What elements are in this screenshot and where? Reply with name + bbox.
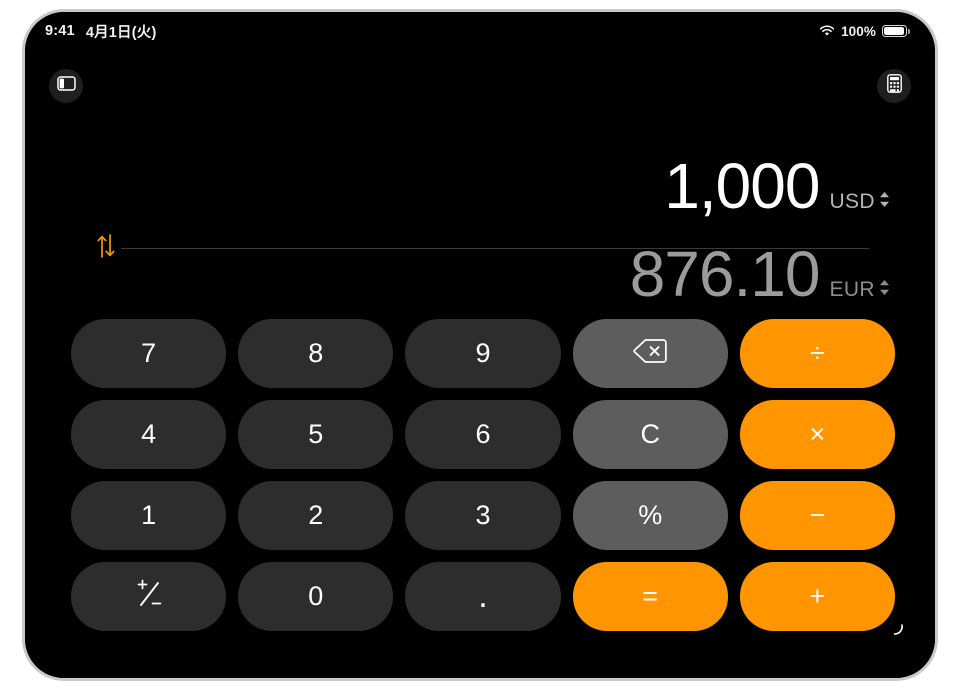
- key-clear-label: C: [640, 419, 660, 449]
- from-currency-picker[interactable]: USD: [829, 190, 891, 214]
- key-6[interactable]: 6: [405, 400, 561, 469]
- key-delete[interactable]: [572, 319, 728, 388]
- key-plus-label: +: [809, 581, 826, 611]
- calculator-mode-button[interactable]: 計算機: [877, 69, 911, 103]
- battery-full-icon: [882, 24, 910, 38]
- key-8[interactable]: 8: [238, 319, 394, 388]
- key-8-label: 8: [308, 338, 324, 368]
- wifi-icon: [819, 25, 835, 37]
- device-frame: 9:41 4月1日(火) 100%: [22, 9, 938, 681]
- key-2-label: 2: [308, 500, 324, 530]
- key-6-label: 6: [475, 419, 491, 449]
- converter-divider: [121, 248, 869, 249]
- to-currency-code: EUR: [829, 278, 875, 301]
- chevron-up-down-icon: [878, 278, 891, 302]
- key-decimal[interactable]: .: [405, 562, 561, 631]
- converter-from-row: 1,000 USD: [664, 154, 891, 218]
- key-3[interactable]: 3: [405, 481, 561, 550]
- key-minus[interactable]: −: [739, 481, 895, 550]
- to-amount[interactable]: 876.10: [629, 238, 821, 310]
- status-time: 9:41: [45, 23, 75, 39]
- key-9-label: 9: [475, 338, 491, 368]
- status-date: 4月1日(火): [85, 24, 157, 41]
- to-currency-picker[interactable]: EUR: [829, 278, 891, 302]
- key-clear[interactable]: C: [572, 400, 728, 469]
- key-percent[interactable]: %: [572, 481, 728, 550]
- key-decimal-label: .: [478, 577, 488, 616]
- converter-display: 1,000 USD 876.10 EUR: [25, 132, 935, 317]
- key-5[interactable]: 5: [238, 400, 394, 469]
- key-0[interactable]: 0: [238, 562, 394, 631]
- key-multiply-label: ×: [809, 419, 826, 449]
- key-divide-label: ÷: [809, 338, 825, 368]
- key-multiply[interactable]: ×: [739, 400, 895, 469]
- sidebar-toggle-button[interactable]: サイドバー: [49, 69, 83, 103]
- key-3-label: 3: [475, 500, 491, 530]
- key-divide[interactable]: ÷: [739, 319, 895, 388]
- key-minus-label: −: [809, 500, 826, 530]
- from-currency-code: USD: [829, 190, 875, 213]
- sidebar-icon: [56, 76, 76, 96]
- status-bar-right: 100%: [819, 23, 910, 39]
- chevron-up-down-icon: [878, 190, 891, 214]
- key-4-label: 4: [141, 419, 157, 449]
- key-percent-label: %: [638, 500, 663, 530]
- key-1[interactable]: 1: [71, 481, 227, 550]
- status-bar-left: 9:41 4月1日(火): [45, 21, 157, 42]
- key-4[interactable]: 4: [71, 400, 227, 469]
- key-sign-toggle[interactable]: [71, 562, 227, 631]
- pointer-cursor: [891, 624, 904, 637]
- swap-arrows-icon: [94, 233, 118, 264]
- backspace-icon: [633, 338, 667, 369]
- status-bar: 9:41 4月1日(火) 100%: [25, 12, 935, 50]
- key-7[interactable]: 7: [71, 319, 227, 388]
- calculator-icon: [886, 74, 902, 98]
- key-equals[interactable]: =: [572, 562, 728, 631]
- plus-minus-icon: [132, 579, 166, 614]
- key-plus[interactable]: +: [739, 562, 895, 631]
- calculator-keypad: 7 8 9 ÷ 4 5 6 C × 1 2 3% − 0. = +: [71, 319, 895, 631]
- key-2[interactable]: 2: [238, 481, 394, 550]
- key-1-label: 1: [141, 500, 157, 530]
- key-7-label: 7: [141, 338, 157, 368]
- key-5-label: 5: [308, 419, 324, 449]
- battery-percent: 100%: [841, 23, 876, 39]
- from-amount[interactable]: 1,000: [664, 150, 820, 222]
- key-0-label: 0: [308, 581, 324, 611]
- key-equals-label: =: [642, 581, 659, 611]
- app-screen: 9:41 4月1日(火) 100%: [25, 12, 935, 678]
- converter-to-row: 876.10 EUR: [630, 242, 891, 306]
- key-9[interactable]: 9: [405, 319, 561, 388]
- swap-currencies-button[interactable]: 通貨を入れ替える: [91, 232, 121, 264]
